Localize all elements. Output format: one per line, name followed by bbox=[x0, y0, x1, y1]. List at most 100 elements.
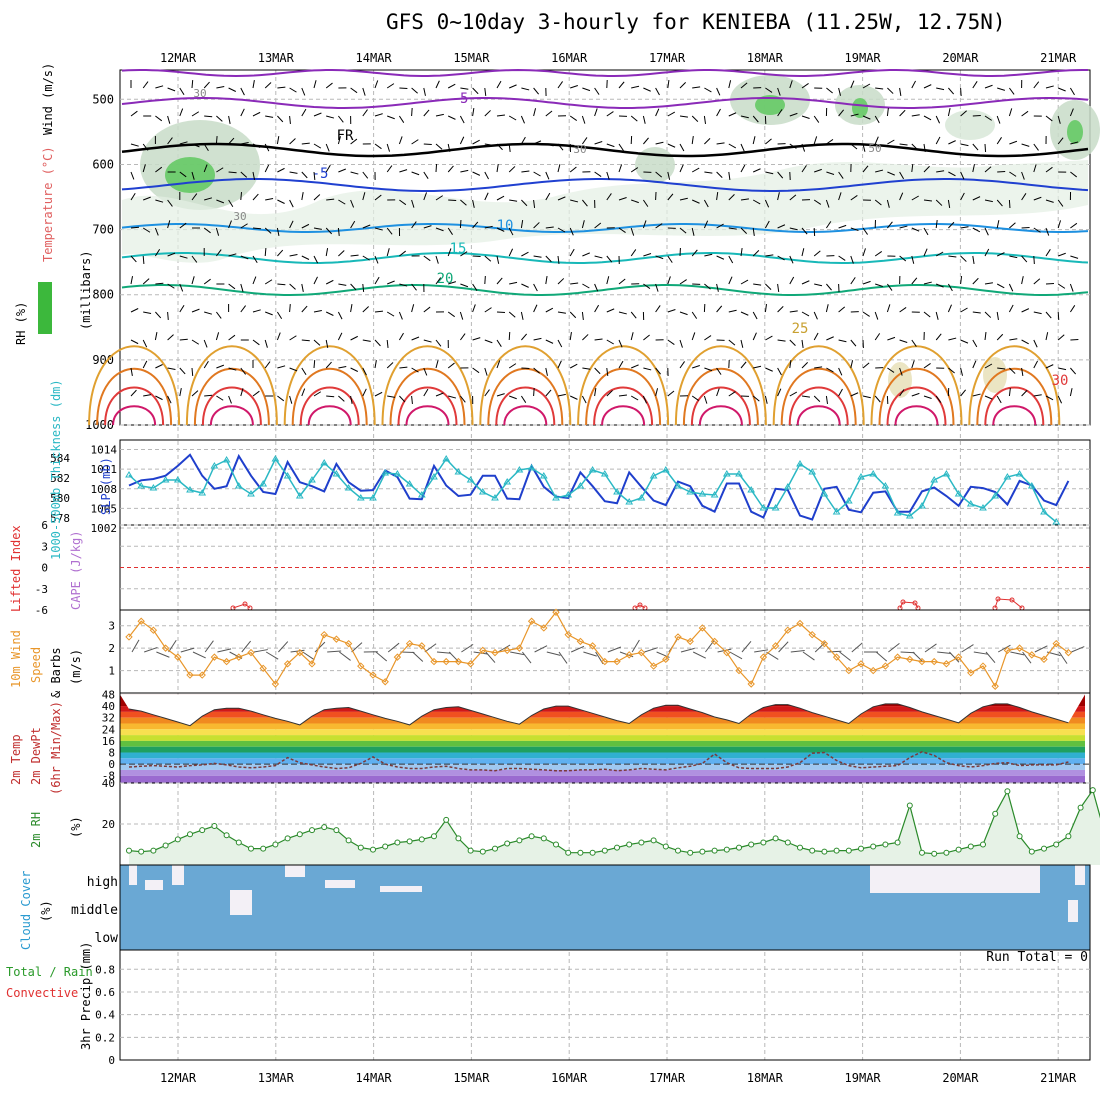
wind10m-speed-marker bbox=[174, 653, 182, 661]
wind-barb bbox=[313, 80, 317, 89]
wind10m-speed-marker bbox=[137, 617, 145, 625]
wind-barb bbox=[972, 311, 981, 314]
wind-barb bbox=[789, 255, 794, 264]
wind-barb bbox=[655, 108, 660, 117]
wind-barb bbox=[1045, 282, 1055, 285]
wind10m-speed-marker bbox=[271, 680, 280, 688]
wind-barb bbox=[582, 87, 591, 92]
rh2m-marker bbox=[248, 845, 254, 852]
wind-barb bbox=[264, 82, 272, 89]
wind-barb bbox=[570, 199, 579, 203]
wind-barb bbox=[362, 388, 367, 397]
wind-barb bbox=[801, 143, 806, 152]
wind-barb bbox=[972, 227, 981, 233]
wind-barb bbox=[582, 199, 588, 207]
wind-barb bbox=[948, 171, 956, 177]
wind-barb bbox=[1045, 115, 1053, 122]
wind10m-speed-marker bbox=[210, 653, 219, 661]
wind-barb bbox=[862, 248, 866, 257]
wind-barb bbox=[703, 220, 709, 229]
rh2m-marker bbox=[479, 848, 486, 855]
wind-barb bbox=[1021, 193, 1027, 201]
rh2m-marker bbox=[223, 832, 230, 839]
wind-barb bbox=[777, 388, 782, 397]
rh2m-marker bbox=[675, 847, 681, 854]
wind-barb bbox=[386, 227, 393, 235]
wind10m-speed-marker bbox=[820, 639, 829, 648]
wind10m-barb bbox=[1058, 651, 1068, 664]
wind-barb bbox=[1045, 395, 1054, 401]
thickness-marker bbox=[295, 492, 304, 499]
wind-barb bbox=[216, 364, 225, 369]
wind-barb bbox=[1057, 395, 1063, 404]
wind-barb bbox=[289, 253, 298, 257]
wind-barb bbox=[557, 143, 564, 151]
wind-barb bbox=[825, 304, 829, 313]
wind-barb bbox=[1033, 164, 1037, 173]
wind-barb bbox=[264, 361, 271, 369]
wind-barb bbox=[899, 109, 906, 117]
wind-barb bbox=[838, 192, 842, 201]
thickness-marker bbox=[832, 508, 841, 515]
wind-barb bbox=[423, 87, 426, 96]
wind-barb bbox=[533, 87, 540, 95]
temp-color-band bbox=[120, 764, 1085, 770]
wind-barb bbox=[204, 311, 213, 315]
wind-barb bbox=[460, 87, 469, 90]
wind10m-barb bbox=[607, 646, 622, 653]
wind-barb bbox=[1057, 334, 1065, 341]
wind-barb bbox=[435, 339, 442, 347]
thickness-marker bbox=[686, 488, 695, 495]
wind-barb bbox=[520, 115, 525, 124]
wind-barb bbox=[838, 367, 843, 376]
wind-barb bbox=[1021, 308, 1030, 313]
wind-barb bbox=[582, 283, 590, 289]
wind-barb bbox=[521, 87, 530, 91]
temp-color-band bbox=[120, 740, 1085, 747]
wind-barb bbox=[1033, 255, 1035, 265]
pressure-tick-label: 700 bbox=[92, 223, 114, 237]
wind-barb bbox=[984, 84, 993, 89]
lifted-index-tick-label: 0 bbox=[41, 562, 48, 575]
thickness-marker bbox=[344, 484, 353, 491]
wind-barb bbox=[130, 255, 137, 263]
thickness-marker bbox=[893, 509, 902, 516]
thickness-marker bbox=[405, 480, 414, 487]
wind-barb bbox=[399, 87, 408, 90]
pressure-tick-label: 800 bbox=[92, 288, 114, 302]
wind10m-speed-marker bbox=[552, 608, 560, 616]
wind-barb bbox=[704, 87, 712, 93]
lifted-index-marker bbox=[912, 600, 918, 606]
wind-barb bbox=[655, 305, 661, 313]
wind-barb bbox=[789, 227, 798, 231]
thickness-marker bbox=[259, 480, 268, 487]
wind-barb bbox=[411, 199, 415, 208]
slp-tick-label: 1014 bbox=[91, 444, 118, 457]
wind-barb bbox=[496, 143, 503, 151]
wind-barb bbox=[899, 171, 905, 180]
thickness-marker bbox=[442, 455, 451, 462]
wind-barb bbox=[374, 227, 383, 231]
wind-barb bbox=[704, 253, 713, 257]
wind-barb bbox=[569, 395, 578, 400]
wind-barb bbox=[801, 165, 807, 173]
stability-panel: 6 3 0 -3 -6 Lifted Index CAPE (J/kg) bbox=[9, 519, 1091, 617]
wind-barb bbox=[691, 249, 698, 257]
wind10m-barb bbox=[729, 651, 743, 660]
wind-barb bbox=[911, 163, 914, 173]
rh2m-marker bbox=[943, 849, 950, 856]
wind-barb bbox=[509, 199, 518, 202]
temp-color-band bbox=[120, 717, 1085, 724]
wind-barb bbox=[948, 87, 955, 95]
warm-isotherm-arch bbox=[674, 345, 767, 426]
wind-barb bbox=[325, 248, 329, 257]
wind-barb bbox=[618, 360, 624, 369]
wind-barb bbox=[764, 199, 770, 208]
wind-barb bbox=[594, 367, 601, 375]
wind-barb bbox=[972, 164, 975, 173]
wind-barb bbox=[960, 389, 967, 397]
date-label-top-13MAR: 13MAR bbox=[258, 51, 295, 65]
thickness-marker bbox=[844, 497, 853, 504]
rh2m-marker bbox=[553, 841, 559, 848]
wind-barb bbox=[691, 332, 696, 341]
